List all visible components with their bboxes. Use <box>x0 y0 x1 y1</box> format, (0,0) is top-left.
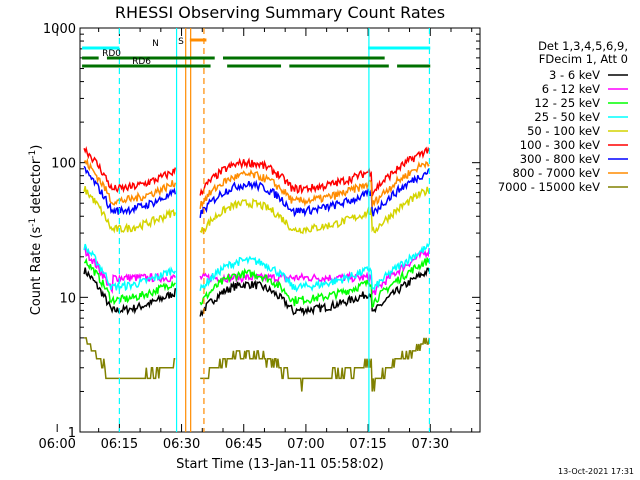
legend-label-2: 12 - 25 keV <box>534 96 600 110</box>
series-line-4 <box>83 186 430 235</box>
series-line-8 <box>84 337 430 392</box>
series-line-7 <box>83 157 430 209</box>
legend: Det 1,3,4,5,6,9, FDecim 1, Att 0 3 - 6 k… <box>498 39 628 194</box>
legend-label-7: 800 - 7000 keV <box>512 166 600 180</box>
series-line-6 <box>83 165 430 218</box>
series-line-5 <box>83 146 430 197</box>
legend-header-line-1: Det 1,3,4,5,6,9, <box>538 39 628 53</box>
legend-label-5: 100 - 300 keV <box>520 138 600 152</box>
x-axis: 06:00 06:15 06:30 06:45 07:00 07:15 07:30 <box>38 28 473 452</box>
series-line-0 <box>83 267 430 317</box>
plot-area <box>79 27 481 433</box>
x-tick-label-5: 07:15 <box>349 437 386 452</box>
y-axis: 1 10 100 1000 <box>43 22 480 441</box>
marker-label-2: N <box>152 39 159 49</box>
footer-timestamp: 13-Oct-2021 17:31 <box>558 467 634 476</box>
plot-frame <box>79 27 481 433</box>
y-tick-label-0: 1 <box>68 426 76 441</box>
legend-label-1: 6 - 12 keV <box>542 82 600 96</box>
marker-label-0: RD0 <box>102 49 121 59</box>
legend-label-6: 300 - 800 keV <box>520 152 600 166</box>
series-line-3 <box>83 242 430 293</box>
series-group <box>83 146 430 392</box>
x-tick-label-3: 06:45 <box>225 437 262 452</box>
chart-title: RHESSI Observing Summary Count Rates <box>115 3 445 22</box>
x-tick-label-6: 07:30 <box>412 437 449 452</box>
y-axis-label: Count Rate (s-1 detector-1) <box>28 145 44 316</box>
marker-label-1: RD6 <box>132 57 151 67</box>
series-line-2 <box>84 257 430 309</box>
legend-label-4: 50 - 100 keV <box>527 124 600 138</box>
legend-label-3: 25 - 50 keV <box>534 110 600 124</box>
legend-label-0: 3 - 6 keV <box>549 68 600 82</box>
x-tick-label-1: 06:15 <box>101 437 138 452</box>
y-tick-label-2: 100 <box>51 157 76 172</box>
marker-label-4: S <box>178 37 184 47</box>
legend-label-8: 7000 - 15000 keV <box>498 180 600 194</box>
x-tick-label-0: 06:00 <box>38 437 75 452</box>
x-tick-label-4: 07:00 <box>287 437 324 452</box>
x-tick-label-2: 06:30 <box>163 437 200 452</box>
legend-header-line-2: FDecim 1, Att 0 <box>539 52 628 66</box>
y-tick-label-1: 10 <box>59 291 76 306</box>
y-tick-label-3: 1000 <box>43 22 76 37</box>
x-axis-label: Start Time (13-Jan-11 05:58:02) <box>176 457 384 472</box>
